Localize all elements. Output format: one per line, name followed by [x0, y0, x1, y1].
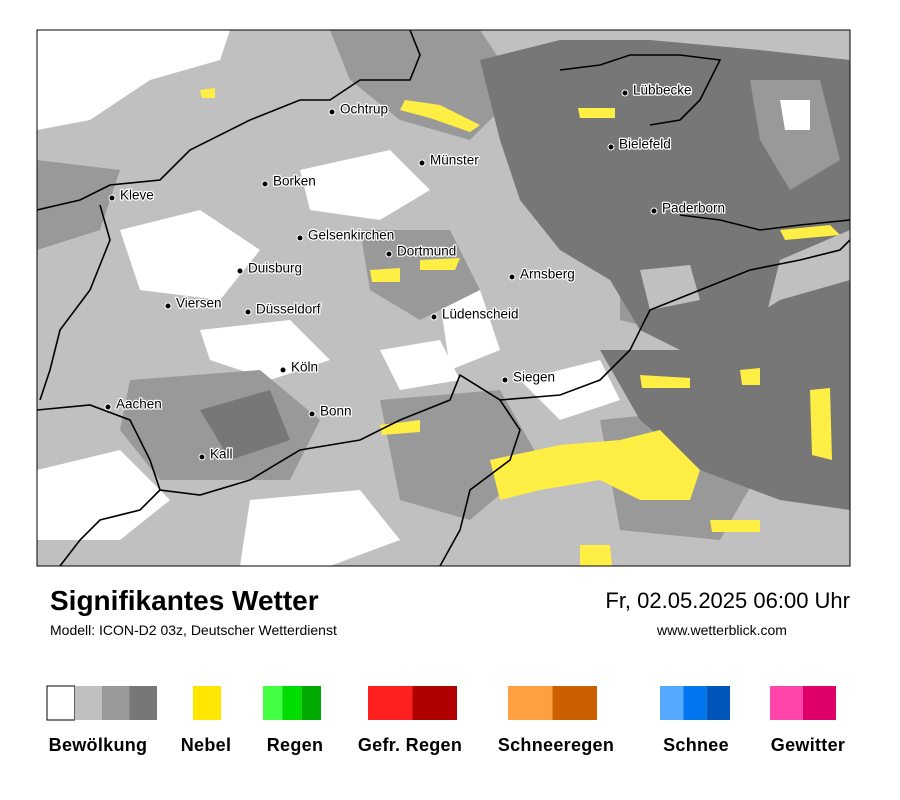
city-label: Aachen: [116, 397, 162, 412]
city-dot: [244, 308, 252, 316]
city-label: Lüdenscheid: [442, 307, 519, 322]
city-dot: [501, 376, 509, 384]
legend-label: Schneeregen: [498, 735, 614, 755]
clear-areas: [37, 30, 620, 566]
city-dot: [104, 403, 112, 411]
city-label: Gelsenkirchen: [308, 228, 394, 243]
borders: [37, 30, 850, 566]
city-label: Siegen: [513, 370, 555, 385]
legend-label: Regen: [267, 735, 324, 755]
fog-areas: [200, 88, 840, 566]
city-label: Borken: [273, 174, 316, 189]
city-dot: [261, 180, 269, 188]
map: [37, 30, 850, 566]
legend-swatch: [282, 686, 302, 720]
city-label: Duisburg: [248, 261, 302, 276]
legend-label: Schnee: [663, 735, 729, 755]
city-dot: [418, 159, 426, 167]
city-label: Paderborn: [662, 201, 725, 216]
city-dot: [607, 143, 615, 151]
city-dot: [236, 267, 244, 275]
city-dot: [164, 302, 172, 310]
city-label: Kall: [210, 447, 233, 462]
legend-swatch: [803, 686, 836, 720]
legend-label: Nebel: [181, 735, 232, 755]
cloud-dark: [200, 40, 850, 510]
legend-swatch: [46, 685, 75, 721]
city-dot: [198, 453, 206, 461]
legend-swatch: [770, 686, 803, 720]
legend-swatch: [683, 686, 707, 720]
city-label: Ochtrup: [340, 102, 388, 117]
city-dot: [108, 194, 116, 202]
legend-swatch: [412, 686, 457, 720]
legend-swatch: [301, 686, 321, 720]
city-dot: [308, 410, 316, 418]
datetime: Fr, 02.05.2025 06:00 Uhr: [605, 588, 850, 613]
city-dot: [621, 89, 629, 97]
legend-swatch: [660, 686, 684, 720]
legend-label: Bewölkung: [49, 735, 148, 755]
city-label: Bonn: [320, 404, 352, 419]
city-label: Kleve: [120, 188, 154, 203]
city-dot: [328, 108, 336, 116]
city-dot: [279, 366, 287, 374]
city-dot: [508, 273, 516, 281]
legend-swatch: [508, 686, 553, 720]
city-dot: [650, 207, 658, 215]
city-label: Köln: [291, 360, 318, 375]
legend-swatch: [129, 686, 157, 720]
map-frame: [36, 29, 851, 567]
city-label: Viersen: [176, 296, 222, 311]
legend-swatch: [552, 686, 597, 720]
city-label: Dortmund: [397, 244, 456, 259]
city-label: Münster: [430, 153, 479, 168]
city-label: Arnsberg: [520, 267, 575, 282]
legend-swatch: [706, 686, 730, 720]
city-dot: [385, 250, 393, 258]
legend-label: Gefr. Regen: [358, 735, 462, 755]
city-dot: [296, 234, 304, 242]
website: www.wetterblick.com: [656, 622, 787, 638]
city-label: Düsseldorf: [256, 302, 321, 317]
legend-label: Gewitter: [771, 735, 845, 755]
city-label: Bielefeld: [619, 137, 671, 152]
subtitle: Modell: ICON-D2 03z, Deutscher Wetterdie…: [50, 622, 337, 638]
title: Signifikantes Wetter: [50, 585, 319, 616]
legend-swatch: [368, 686, 413, 720]
city-label: Lübbecke: [633, 83, 692, 98]
legend-swatch: [74, 686, 102, 720]
legend-swatch: [102, 686, 130, 720]
legend-swatch: [263, 686, 283, 720]
city-dot: [430, 313, 438, 321]
legend-swatch: [193, 686, 221, 720]
